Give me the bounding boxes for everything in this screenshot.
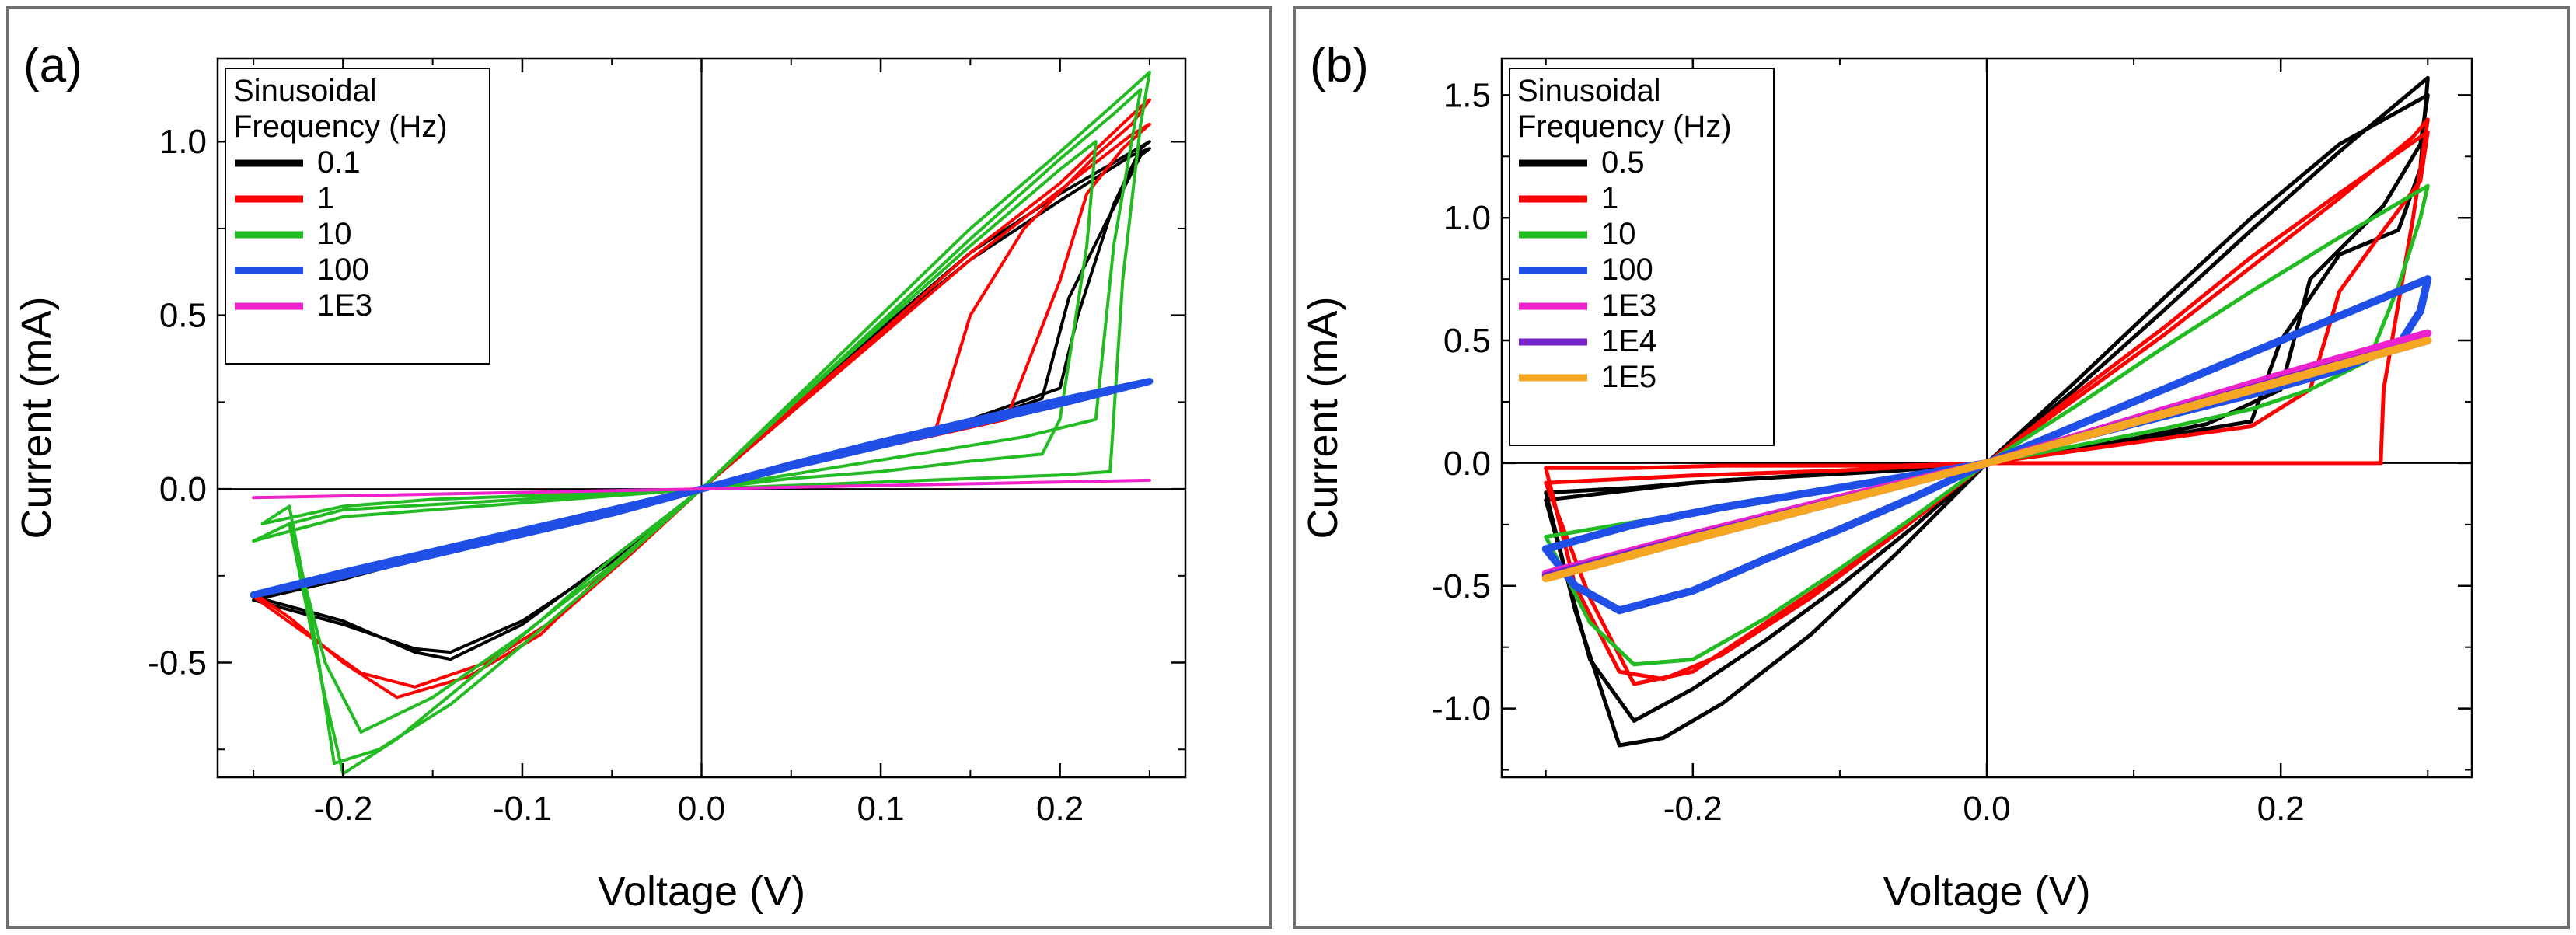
panel-a-xtick-label: -0.2 bbox=[313, 790, 372, 828]
panel-a-xtick-label: -0.1 bbox=[493, 790, 552, 828]
panel-a-series-1E3-loop-0 bbox=[252, 478, 1151, 500]
panel-b-xtick-label: 0.0 bbox=[1963, 790, 2010, 828]
panel-a-legend-label-100: 100 bbox=[317, 253, 369, 287]
panel-a-legend-label-1E3: 1E3 bbox=[317, 288, 372, 323]
panel-b-ylabel: Current (mA) bbox=[1300, 296, 1346, 539]
panel-b-ytick-label: 0.5 bbox=[1443, 322, 1491, 360]
panel-b: -0.2 0.0 0.2 -1.0 -0.5 0.0 0.5 1.0 1.5 Voltage (V… bbox=[1293, 6, 2570, 929]
panel-a-legend-label-10: 10 bbox=[317, 217, 352, 251]
panel-a-xtick-label: 0.1 bbox=[857, 790, 904, 828]
panel-b-ytick-label: -1.0 bbox=[1432, 690, 1491, 728]
panel-a-data bbox=[250, 70, 1154, 776]
panel-b-ytick-label: 1.0 bbox=[1443, 199, 1491, 237]
panel-b-letter: (b) bbox=[1310, 39, 1369, 92]
panel-b-data bbox=[1541, 75, 2432, 748]
panel-a-xlabel: Voltage (V) bbox=[598, 868, 805, 915]
panel-a-ytick-label: -0.5 bbox=[148, 644, 207, 682]
panel-b-series-1E5-loop-0 bbox=[1541, 337, 2432, 583]
panel-b-series-1-loop-1 bbox=[1544, 130, 2430, 686]
panel-b-legend-label-100: 100 bbox=[1601, 253, 1653, 287]
panel-b-legend-label-0.5: 0.5 bbox=[1601, 145, 1645, 180]
panel-a-legend-box bbox=[225, 68, 490, 365]
panel-a-series-100-loop-0 bbox=[250, 378, 1154, 598]
panel-a-letter: (a) bbox=[23, 39, 82, 92]
panel-a-ytick-label: 1.0 bbox=[159, 123, 207, 161]
panel-a-xtick-label: 0.0 bbox=[678, 790, 725, 828]
panel-a: -0.2 -0.1 0.0 0.1 0.2 -0.5 0.0 0.5 1.0 Voltage (V… bbox=[6, 6, 1272, 929]
panel-b-legend-title: Sinusoidal bbox=[1517, 74, 1661, 108]
panel-b-legend-label-10: 10 bbox=[1601, 217, 1636, 251]
panel-b-legend-label-1E5: 1E5 bbox=[1601, 360, 1656, 394]
panel-b-ytick-label: 1.5 bbox=[1443, 76, 1491, 114]
panel-b-series-100-loop-0 bbox=[1541, 275, 2432, 615]
panel-b-legend-label-1: 1 bbox=[1601, 181, 1618, 215]
panel-a-legend-label-1: 1 bbox=[317, 181, 334, 215]
panel-b-ytick-label: -0.5 bbox=[1432, 567, 1491, 605]
panel-a-ylabel: Current (mA) bbox=[13, 296, 60, 539]
panel-b-legend-label-1E3: 1E3 bbox=[1601, 288, 1656, 323]
panel-a-ytick-label: 0.5 bbox=[159, 297, 207, 335]
panel-b-legend-box bbox=[1509, 68, 1775, 446]
panel-b-legend-title: Frequency (Hz) bbox=[1517, 110, 1732, 144]
panel-b-xlabel: Voltage (V) bbox=[1883, 868, 2090, 915]
panel-a-series-10-loop-2 bbox=[288, 140, 1098, 734]
panel-b-xtick-label: 0.2 bbox=[2257, 790, 2305, 828]
panel-a-legend-title: Frequency (Hz) bbox=[233, 110, 448, 144]
panel-a-legend-label-0.1: 0.1 bbox=[317, 145, 361, 180]
panel-b-xtick-label: -0.2 bbox=[1663, 790, 1723, 828]
panel-a-legend-title: Sinusoidal bbox=[233, 74, 377, 108]
panel-a-xtick-label: 0.2 bbox=[1036, 790, 1084, 828]
panel-b-ytick-label: 0.0 bbox=[1443, 445, 1491, 483]
panel-a-ytick-label: 0.0 bbox=[159, 470, 207, 508]
panel-b-legend-label-1E4: 1E4 bbox=[1601, 324, 1656, 358]
